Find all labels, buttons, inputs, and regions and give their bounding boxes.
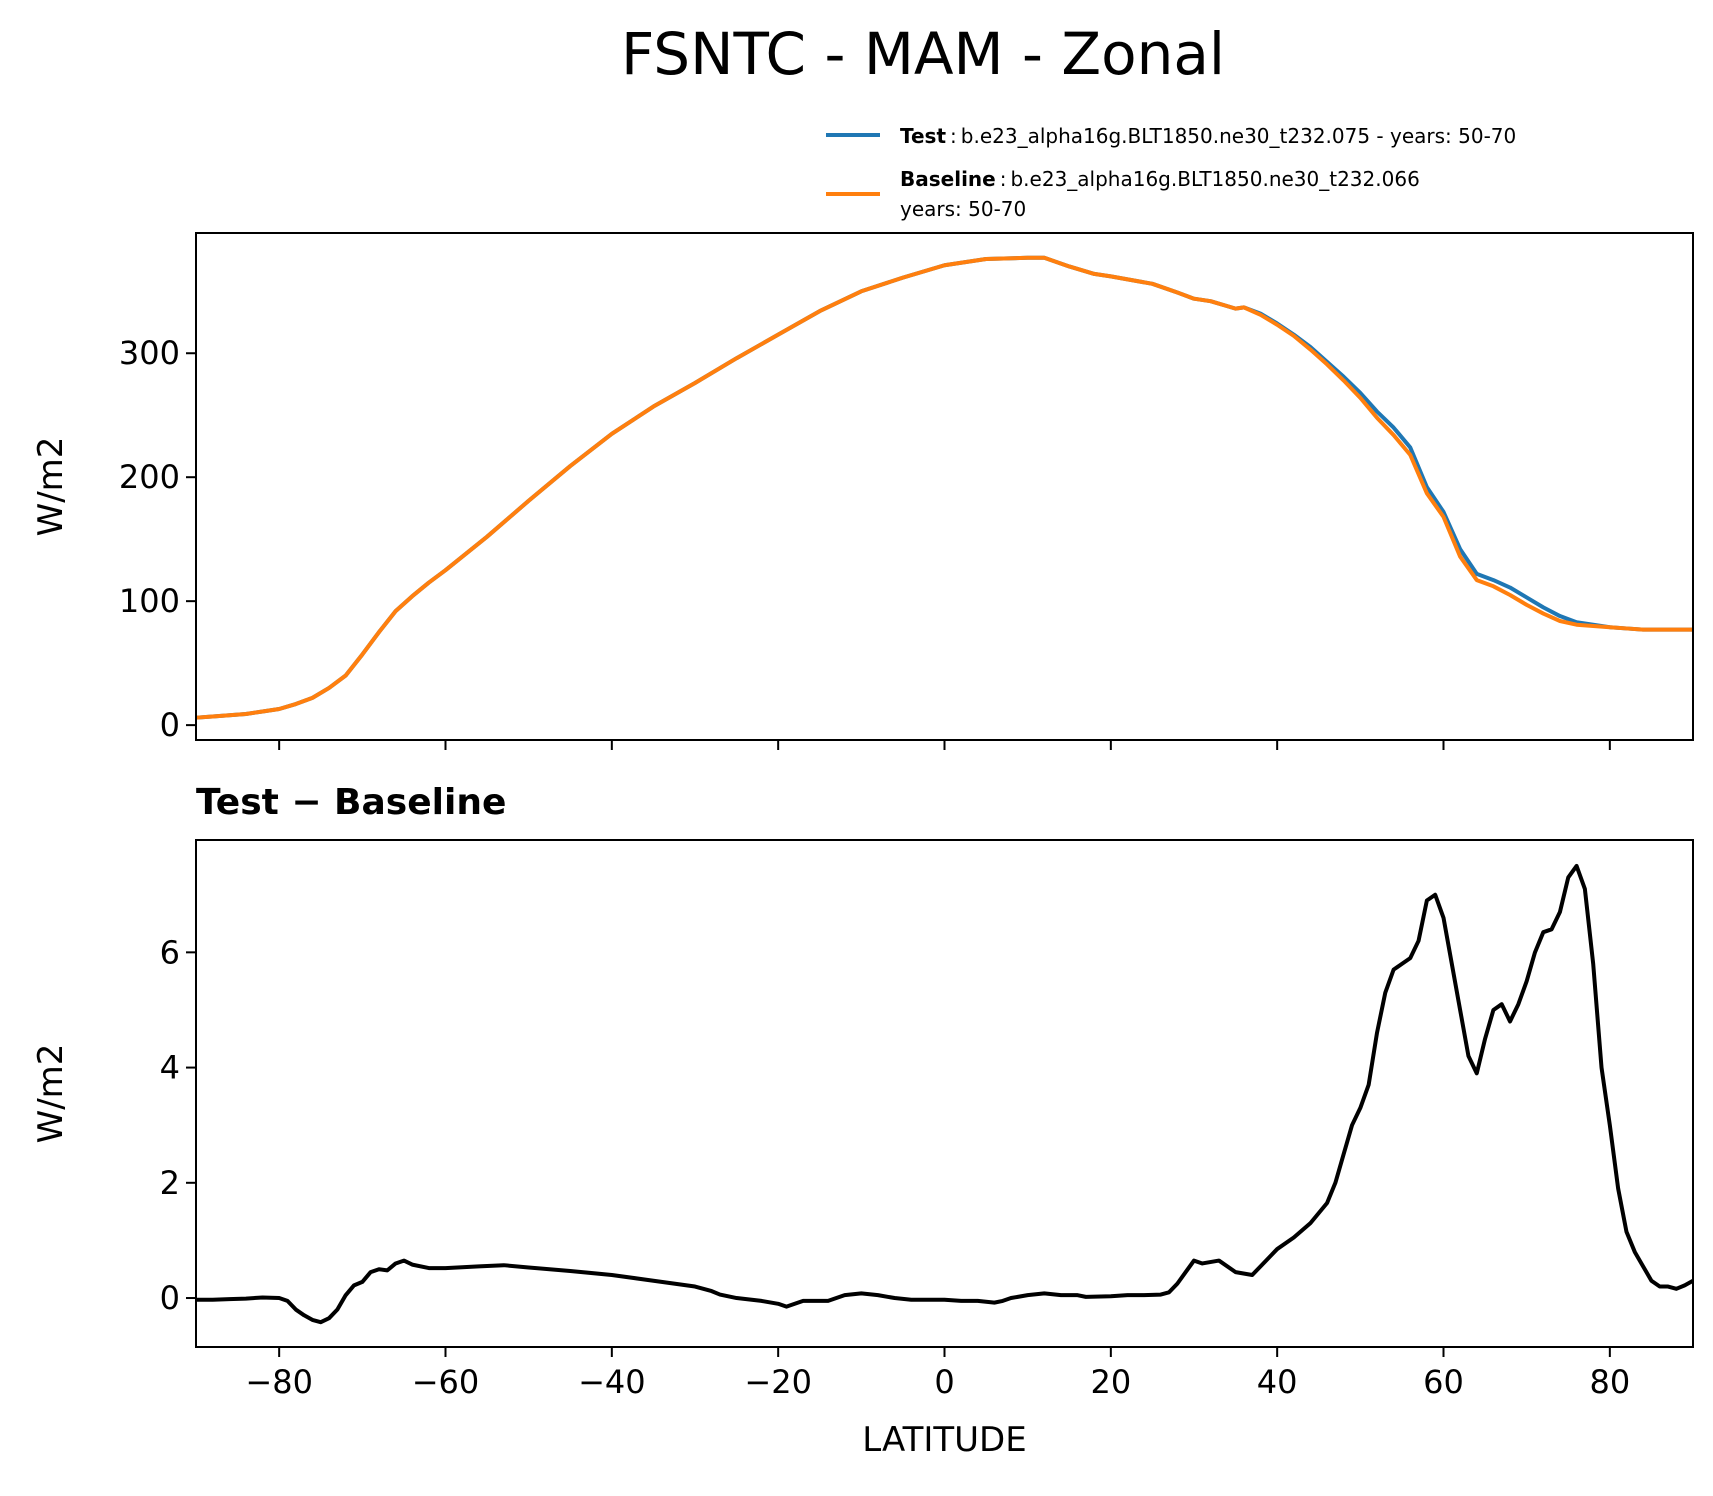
bottom-xtick-label: 0 [934, 1363, 954, 1401]
bottom-ytick-label: 4 [160, 1049, 180, 1087]
legend-baseline-desc-2: years: 50-70 [900, 197, 1026, 221]
legend-baseline-separator: : [1000, 167, 1007, 191]
legend: Test: b.e23_alpha16g.BLT1850.ne30_t232.07… [826, 124, 1516, 221]
bottom-ytick-label: 2 [160, 1164, 180, 1202]
bottom-xtick-label: −40 [578, 1363, 646, 1401]
top-ytick-label: 200 [119, 458, 180, 496]
bottom-xtick-label: 20 [1090, 1363, 1131, 1401]
bottom-xtick-label: 40 [1257, 1363, 1298, 1401]
legend-test-desc: b.e23_alpha16g.BLT1850.ne30_t232.075 - y… [961, 124, 1517, 148]
top-series-baseline [195, 255, 1693, 720]
difference-subtitle: Test − Baseline [196, 782, 506, 823]
bottom-series-test-baseline [196, 863, 1694, 1325]
bottom-xlabel: LATITUDE [862, 1420, 1026, 1460]
bottom-xtick-label: −20 [744, 1363, 812, 1401]
bottom-xtick-label: 80 [1589, 1363, 1630, 1401]
legend-test-entry: Test: b.e23_alpha16g.BLT1850.ne30_t232.07… [900, 124, 1516, 148]
legend-test-name: Test [900, 124, 946, 148]
top-panel: 0 100 200 300 W/m2 [31, 232, 1694, 750]
figure-title: FSNTC - MAM - Zonal [621, 20, 1225, 88]
top-ytick-label: 100 [119, 582, 180, 620]
bottom-ylabel: W/m2 [31, 1044, 71, 1144]
bottom-ytick-label: 6 [160, 933, 180, 971]
top-axes-frame [195, 232, 1694, 741]
bottom-xtick-label: 60 [1423, 1363, 1464, 1401]
bottom-xtick-label: −80 [245, 1363, 313, 1401]
top-ytick-label: 0 [160, 706, 180, 744]
bottom-xtick-label: −60 [412, 1363, 480, 1401]
legend-test-separator: : [950, 124, 957, 148]
bottom-panel: 0 2 4 6 −80 −60 −40 −20 0 20 40 60 80 W/m2 LATITUDE [31, 839, 1694, 1460]
top-ylabel: W/m2 [31, 437, 71, 537]
top-ytick-label: 300 [119, 334, 180, 372]
legend-baseline-name: Baseline [900, 167, 996, 191]
bottom-axes-frame [195, 839, 1694, 1348]
top-series-test [195, 255, 1693, 720]
legend-baseline-desc: b.e23_alpha16g.BLT1850.ne30_t232.066 [1010, 167, 1419, 191]
bottom-ytick-label: 0 [160, 1279, 180, 1317]
legend-baseline-entry: Baseline: b.e23_alpha16g.BLT1850.ne30_t23… [900, 167, 1420, 191]
